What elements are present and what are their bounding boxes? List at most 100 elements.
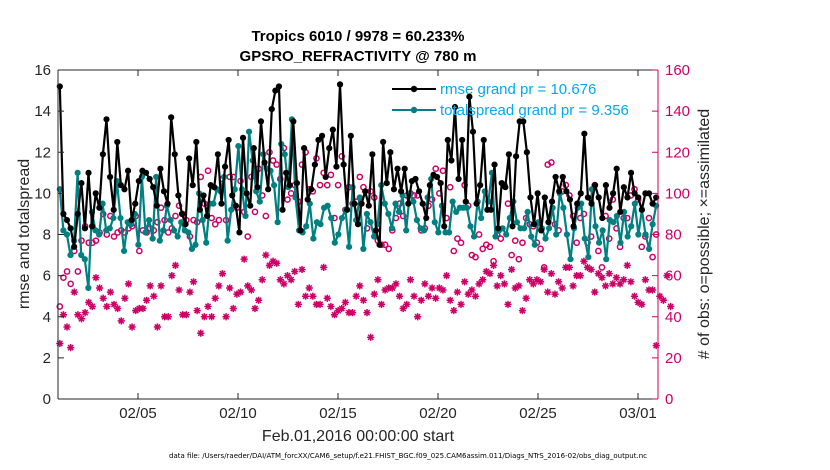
rmse-point [354,221,362,228]
rmse-point [89,223,96,230]
rmse-point [527,194,534,201]
rmse-point [243,190,250,197]
spread-point [603,256,610,263]
spread-point [328,214,335,222]
rmse-point [523,149,530,156]
obs-assimilated-point [204,302,212,311]
rmse-point [261,159,268,166]
spread-point [310,235,317,242]
obs-assimilated-point [309,292,317,300]
rmse-point [171,151,178,158]
y2-axis-label: # of obs: o=possible; ×=assimilated [696,109,713,359]
chart-title: Tropics 6010 / 9978 = 60.233% [251,28,464,45]
obs-possible-point [356,173,364,181]
spread-point [599,227,606,234]
spread-point [81,256,88,263]
spread-point [153,173,160,181]
obs-assimilated-point [251,304,259,313]
rmse-point [124,167,132,174]
obs-assimilated-point [471,292,480,300]
obs-assimilated-point [291,267,299,276]
obs-possible-point [60,274,67,282]
obs-possible-point [215,216,223,224]
x-tick-label: 02/15 [319,405,357,422]
spread-point [345,243,353,250]
obs-possible-point [338,153,346,160]
obs-assimilated-point [352,292,360,300]
rmse-point [552,173,559,181]
rmse-point [182,221,189,228]
rmse-point [178,210,186,218]
rmse-point [559,173,566,181]
spread-point [188,245,196,252]
obs-possible-point [334,181,342,189]
obs-possible-point [56,303,64,310]
obs-possible-point [172,212,179,220]
rmse-point [78,179,85,187]
obs-assimilated-point [258,276,266,284]
obs-assimilated-point [435,284,443,292]
obs-assimilated-point [56,339,64,348]
obs-assimilated-point [132,306,140,315]
spread-point [270,182,278,189]
obs-assimilated-point [283,272,292,280]
rmse-point [315,136,322,144]
rmse-point [512,153,520,160]
spread-point [403,227,410,234]
rmse-point [336,81,344,88]
rmse-point [358,200,365,207]
y-tick-label: 12 [34,144,51,161]
rmse-point [106,173,114,181]
obs-assimilated-point [345,309,353,317]
spread-point [413,217,421,224]
obs-possible-point [135,247,143,255]
rmse-point [433,173,441,181]
spread-point [145,217,153,224]
obs-assimilated-point [428,284,436,292]
rmse-point [254,184,261,191]
y-tick-label: 0 [43,391,51,408]
obs-assimilated-point [508,265,516,274]
obs-assimilated-point [197,329,205,337]
obs-assimilated-point [229,304,237,313]
obs-assimilated-point [453,288,461,296]
legend: rmse grand pr = 10.676 totalspread grand… [392,81,629,119]
obs-possible-point [327,171,335,179]
rmse-point [218,200,225,207]
obs-assimilated-point [406,276,415,284]
spread-point [645,245,653,252]
rmse-point [383,179,390,187]
spread-point [513,219,521,226]
y2-tick-label: 20 [665,350,682,367]
obs-possible-point [454,235,461,242]
obs-assimilated-point [247,286,255,294]
spread-point [120,247,128,255]
spread-point [467,223,474,230]
rmse-point [581,130,588,137]
rmse-point [275,83,283,90]
obs-assimilated-point [186,288,194,296]
spread-point [156,237,163,244]
obs-assimilated-point [432,294,440,302]
obs-assimilated-point [298,265,306,274]
rmse-point [214,151,221,158]
rmse-point [60,210,67,218]
obs-assimilated-point [627,278,635,286]
y2-tick-label: 120 [665,144,690,161]
rmse-point [606,204,613,211]
rmse-point [229,192,236,199]
spread-point [174,233,181,240]
rmse-point [520,118,527,125]
obs-possible-point [74,268,82,275]
rmse-point [333,163,340,170]
obs-assimilated-point [573,272,581,280]
rmse-point [225,136,232,144]
obs-assimilated-point [367,333,375,341]
rmse-point [473,200,480,207]
rmse-point [495,225,502,232]
obs-assimilated-point [189,278,198,286]
obs-assimilated-point [301,292,310,300]
spread-point [363,210,371,218]
rmse-point [301,145,308,152]
